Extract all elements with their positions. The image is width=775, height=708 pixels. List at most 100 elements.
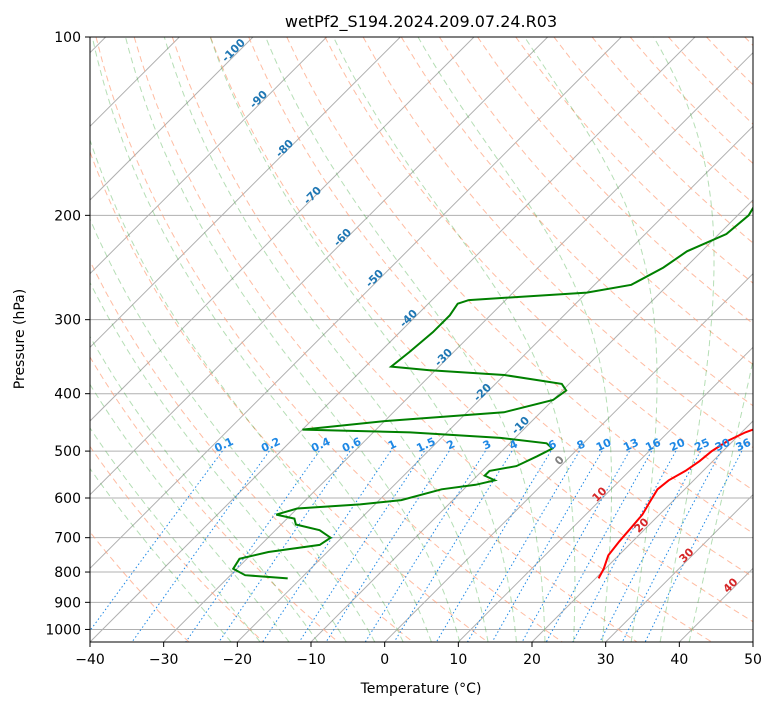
dry-adiabat-label: 0 [552, 453, 567, 468]
chart-title: wetPf2_S194.2024.209.07.24.R03 [285, 12, 557, 32]
y-tick-label: 400 [54, 387, 81, 403]
moist-adiabat [90, 383, 290, 642]
y-tick-label: 600 [54, 491, 81, 507]
dry-adiabat [95, 37, 563, 642]
mixing-ratio-label: 25 [692, 436, 711, 454]
mixing-ratio-label: 36 [734, 436, 754, 454]
dry-adiabat-label: -80 [273, 137, 296, 160]
mixing-ratio-label: 0.6 [340, 435, 363, 455]
dry-adiabat-label: -30 [432, 346, 455, 369]
mixing-ratio-line [218, 450, 351, 642]
dry-adiabat-label: 40 [721, 575, 741, 595]
background-lines [90, 37, 753, 642]
mixing-ratio-line [262, 450, 392, 642]
dry-adiabat-label: -50 [363, 267, 386, 290]
moist-adiabat [653, 37, 715, 642]
mixing-ratio-line [393, 450, 513, 642]
dry-adiabat-label: 20 [632, 515, 652, 535]
moist-adiabat [91, 37, 432, 642]
isotherm [90, 37, 622, 570]
moist-adiabat [90, 217, 376, 642]
moist-adiabat [688, 358, 753, 642]
mixing-ratio-line [364, 450, 486, 642]
isotherm [457, 346, 753, 642]
mixing-ratio-line [521, 450, 630, 642]
dry-adiabat [90, 150, 488, 642]
dewpoint-profile [231, 206, 753, 580]
dry-adiabat [553, 37, 753, 244]
mixing-ratio-line [621, 450, 722, 642]
mixing-ratio-line [572, 450, 677, 642]
isotherm [531, 420, 753, 642]
dry-adiabat [286, 37, 753, 534]
mixing-ratio-label: 2 [445, 437, 457, 452]
mixing-ratio-label: 1.5 [414, 435, 437, 455]
x-tick-label: 30 [597, 652, 615, 668]
isotherm [90, 37, 254, 201]
mixing-ratio-line [325, 450, 450, 642]
isotherm [90, 37, 696, 642]
profiles [231, 206, 753, 580]
x-tick-label: −10 [296, 652, 326, 668]
isotherm [90, 37, 549, 496]
temperature-profile [597, 428, 753, 579]
dry-adiabat-label: -60 [331, 226, 354, 249]
dry-adiabat [90, 356, 339, 642]
isotherm [384, 272, 753, 642]
x-tick-label: 0 [380, 652, 389, 668]
dry-adiabat [171, 37, 712, 642]
isotherm [752, 641, 753, 642]
x-tick-label: −40 [75, 652, 105, 668]
isotherm [163, 51, 753, 642]
isotherm [605, 493, 753, 642]
dry-adiabat [248, 37, 753, 578]
x-tick-label: 40 [670, 652, 688, 668]
y-axis-label: Pressure (hPa) [12, 289, 28, 389]
isotherm [90, 37, 328, 275]
y-ticks: 100 200 300 400 500 600 700 800 900 1000 [45, 30, 90, 638]
mixing-ratio-label: 1 [386, 437, 398, 452]
dry-adiabat-label: -20 [471, 381, 494, 404]
y-tick-label: 800 [54, 565, 81, 581]
mixing-ratio-line [131, 450, 270, 642]
dry-adiabat [477, 37, 753, 325]
moist-adiabat [125, 37, 461, 642]
dry-adiabat [133, 37, 638, 642]
mixing-ratio-label: 13 [621, 436, 640, 454]
mixing-ratio-line [599, 450, 701, 642]
mixing-ratio-label: 20 [668, 436, 688, 454]
moist-adiabat [90, 138, 404, 642]
mixing-ratio-label: 10 [594, 436, 614, 454]
mixing-ratio-label: 3 [481, 437, 493, 452]
moist-adiabat [90, 427, 261, 642]
dry-adiabat-label: -10 [509, 414, 532, 437]
mixing-ratio-line [545, 450, 653, 642]
y-tick-label: 700 [54, 531, 81, 547]
x-tick-label: 20 [523, 652, 541, 668]
mixing-ratio-line [491, 450, 603, 642]
isotherm [310, 199, 753, 642]
isotherm [236, 125, 753, 642]
moist-adiabat [265, 37, 546, 642]
mixing-ratio-line [298, 450, 425, 642]
moist-adiabat [90, 335, 319, 642]
moist-adiabat [90, 467, 232, 642]
dry-adiabat [90, 259, 414, 642]
x-tick-label: 10 [449, 652, 467, 668]
y-tick-label: 300 [54, 313, 81, 329]
dry-adiabat [90, 445, 264, 642]
dry-adiabat [438, 37, 753, 366]
mixing-ratio-line [644, 450, 743, 642]
y-tick-label: 100 [54, 30, 81, 46]
dry-adiabat-label: -40 [397, 307, 420, 330]
mixing-ratio-line [185, 450, 320, 642]
dry-adiabat-label: -90 [247, 88, 270, 111]
dry-adiabat [706, 37, 753, 86]
moist-adiabat [417, 37, 612, 642]
isotherm [90, 37, 401, 349]
dry-adiabat [324, 37, 753, 491]
mixing-ratio-label: 16 [643, 436, 663, 454]
isotherm [678, 567, 753, 642]
x-tick-label: −20 [223, 652, 253, 668]
